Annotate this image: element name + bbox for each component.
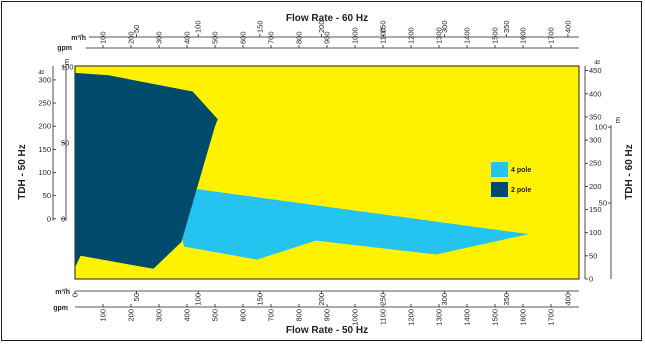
top-m3h-tick-label: 50 (132, 25, 141, 33)
bottom-m3h-tick-label: 200 (317, 293, 326, 306)
right-ft-tick-label: 50 (589, 251, 597, 260)
bottom-m3h-tick-label: 0 (71, 293, 80, 297)
left-ft-tick-label: 250 (38, 99, 51, 108)
left-m-tick-label: 100 (61, 62, 74, 71)
top-gpm-tick-label: 500 (211, 31, 220, 44)
bottom-gpm-tick-label: 700 (267, 309, 276, 322)
bottom-m3h-tick-label: 300 (440, 293, 449, 306)
bottom-m3h-tick-label: 400 (563, 293, 572, 306)
top-gpm-tick-label: 1700 (547, 27, 556, 44)
legend-swatch-2-pole (491, 182, 508, 197)
left-ft-tick-label: 50 (43, 191, 51, 200)
right-ft-tick-label: 150 (589, 205, 602, 214)
left-axis-title: TDH - 50 Hz (17, 144, 28, 200)
left-ft-tick-label: 200 (38, 122, 51, 131)
bottom-gpm-tick-label: 100 (99, 309, 108, 322)
top-gpm-tick-label: 300 (155, 31, 164, 44)
top-gpm-tick-label: 1500 (491, 27, 500, 44)
right-ft-unit-label: ft (593, 59, 602, 64)
series-2-pole-region (75, 72, 218, 269)
bottom-axis-title: Flow Rate - 50 Hz (286, 325, 368, 336)
bottom-gpm-tick-label: 300 (155, 309, 164, 322)
left-ft-tick-label: 0 (47, 214, 51, 223)
bottom-gpm-tick-label: 1300 (435, 309, 444, 326)
top-gpm-tick-label: 600 (239, 31, 248, 44)
right-axis-title: TDH - 60 Hz (624, 144, 635, 200)
top-m3h-tick-label: 250 (379, 20, 388, 33)
bottom-m3h-unit-label: m³/h (55, 289, 70, 296)
bottom-m3h-tick-label: 50 (132, 293, 141, 301)
left-ft-unit-label: ft (37, 69, 46, 74)
bottom-gpm-tick-label: 800 (295, 309, 304, 322)
bottom-gpm-tick-label: 200 (127, 309, 136, 322)
top-axis-title: Flow Rate - 60 Hz (286, 13, 368, 24)
right-m-tick-label: 50 (599, 199, 607, 208)
left-m-unit-label: m (62, 59, 71, 65)
top-gpm-tick-label: 800 (295, 31, 304, 44)
top-m3h-tick-label: 350 (502, 20, 511, 33)
top-gpm-tick-label: 900 (323, 31, 332, 44)
right-ft-tick-label: 250 (589, 159, 602, 168)
bottom-gpm-tick-label: 900 (323, 309, 332, 322)
right-ft-tick-label: 0 (589, 275, 593, 284)
left-ft-tick-label: 300 (38, 75, 51, 84)
bottom-gpm-tick-label: 1400 (463, 309, 472, 326)
bottom-gpm-tick-label: 500 (211, 309, 220, 322)
right-ft-tick-label: 400 (589, 89, 602, 98)
top-gpm-unit-label: gpm (57, 45, 72, 52)
right-ft-tick-label: 350 (589, 112, 602, 121)
bottom-gpm-unit-label: gpm (53, 305, 68, 312)
top-gpm-tick-label: 1000 (351, 27, 360, 44)
top-gpm-tick-label: 400 (183, 31, 192, 44)
axes: 100 200 300 400 500 600 700 800 900 1000 1100 1200 1… (37, 20, 622, 325)
bottom-gpm-tick-label: 1700 (547, 309, 556, 326)
bottom-gpm-tick-label: 1500 (491, 309, 500, 326)
right-ft-tick-label: 200 (589, 182, 602, 191)
top-gpm-tick-label: 200 (127, 31, 136, 44)
top-gpm-tick-label: 100 (99, 31, 108, 44)
top-gpm-tick-label: 1400 (463, 27, 472, 44)
legend-label-4-pole: 4 pole (511, 167, 531, 174)
top-m3h-tick-label: 150 (255, 20, 264, 33)
left-m-tick-label: 50 (61, 138, 69, 147)
top-m3h-tick-label: 100 (194, 20, 203, 33)
right-m-tick-label: 100 (594, 123, 607, 132)
bottom-gpm-tick-label: 1000 (351, 309, 360, 326)
right-ft-tick-label: 100 (589, 228, 602, 237)
top-m3h-tick-label: 400 (563, 20, 572, 33)
left-ft-tick-label: 150 (38, 145, 51, 154)
legend-swatch-4-pole (491, 162, 508, 177)
top-m3h-tick-label: 300 (440, 20, 449, 33)
bottom-m3h-tick-label: 100 (194, 293, 203, 306)
series-4-pole-region (181, 188, 529, 260)
legend: 4 pole 2 pole (491, 162, 531, 197)
top-m3h-tick-label: 200 (317, 20, 326, 33)
bottom-gpm-tick-label: 1600 (519, 309, 528, 326)
bottom-m3h-tick-label: 250 (379, 293, 388, 306)
bottom-m3h-tick-label: 150 (255, 293, 264, 306)
top-gpm-tick-label: 1300 (435, 27, 444, 44)
bottom-gpm-tick-label: 1200 (407, 309, 416, 326)
right-ft-tick-label: 450 (589, 66, 602, 75)
legend-label-2-pole: 2 pole (511, 187, 531, 194)
top-gpm-tick-label: 1600 (519, 27, 528, 44)
bottom-m3h-tick-label: 350 (502, 293, 511, 306)
left-m-tick-label: 0 (61, 214, 65, 223)
bottom-gpm-tick-label: 600 (239, 309, 248, 322)
bottom-gpm-tick-label: 400 (183, 309, 192, 322)
right-m-unit-label: m (613, 117, 622, 123)
right-ft-tick-label: 300 (589, 136, 602, 145)
top-gpm-tick-label: 700 (267, 31, 276, 44)
top-gpm-tick-label: 1200 (407, 27, 416, 44)
bottom-gpm-tick-label: 1100 (379, 309, 388, 325)
top-m3h-unit-label: m³/h (71, 35, 86, 42)
left-ft-tick-label: 100 (38, 168, 51, 177)
